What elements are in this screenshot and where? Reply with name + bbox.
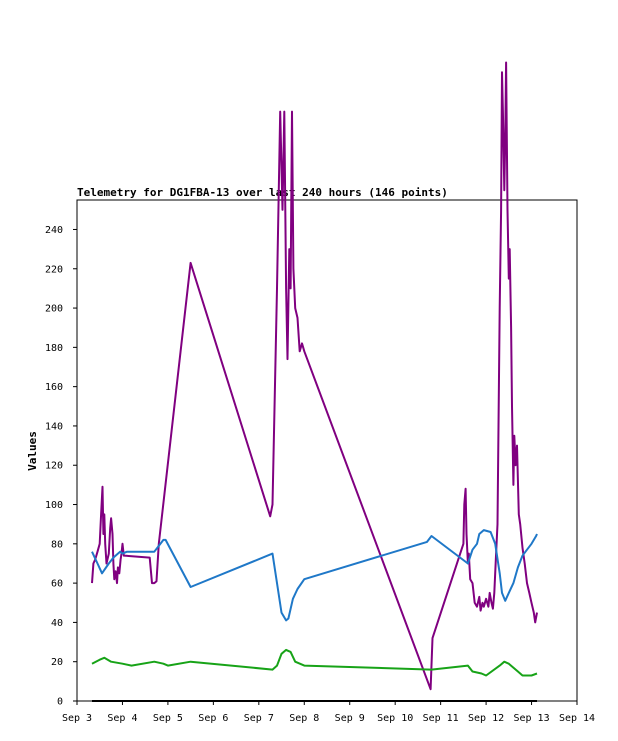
- x-tick-label: Sep 11: [423, 713, 459, 724]
- x-tick-label: Sep 3: [62, 713, 92, 724]
- y-tick-label: 40: [51, 618, 63, 629]
- x-tick-label: Sep 12: [468, 713, 504, 724]
- y-tick-label: 80: [51, 539, 63, 550]
- series-line-2: [91, 529, 538, 622]
- x-tick-label: Sep 14: [559, 713, 595, 724]
- x-tick-label: Sep 13: [513, 713, 549, 724]
- y-tick-label: 20: [51, 657, 63, 668]
- plot-frame: [76, 199, 578, 702]
- x-axis: Sep 3 Sep 4 Sep 5 Sep 6 Sep 7 Sep 8 Sep 9 Sep 1…: [62, 701, 595, 724]
- y-tick-label: 140: [45, 421, 63, 432]
- x-tick-label: Sep 4: [107, 713, 137, 724]
- y-tick-label: 100: [45, 500, 63, 511]
- chart-title: Telemetry for DG1FBA-13 over last 240 ho…: [77, 186, 448, 199]
- y-tick-label: 180: [45, 343, 63, 354]
- y-tick-label: 0: [57, 697, 63, 708]
- y-tick-label: 160: [45, 382, 63, 393]
- y-tick-label: 120: [45, 461, 63, 472]
- y-tick-label: 240: [45, 225, 63, 236]
- y-tick-label: 220: [45, 264, 63, 275]
- x-tick-label: Sep 5: [153, 713, 183, 724]
- x-tick-label: Sep 9: [335, 713, 365, 724]
- x-tick-label: Sep 8: [289, 713, 319, 724]
- series-layer: [91, 61, 538, 702]
- y-axis: 0 20 40 60 80 100 120 140 160 180 200 220 240: [45, 225, 77, 708]
- x-tick-label: Sep 6: [198, 713, 228, 724]
- x-tick-label: Sep 10: [377, 713, 413, 724]
- y-axis-title: Values: [26, 431, 39, 471]
- y-tick-label: 60: [51, 579, 63, 590]
- y-tick-label: 200: [45, 304, 63, 315]
- series-line-1: [91, 61, 538, 691]
- series-line-3: [91, 648, 538, 677]
- x-tick-label: Sep 7: [244, 713, 274, 724]
